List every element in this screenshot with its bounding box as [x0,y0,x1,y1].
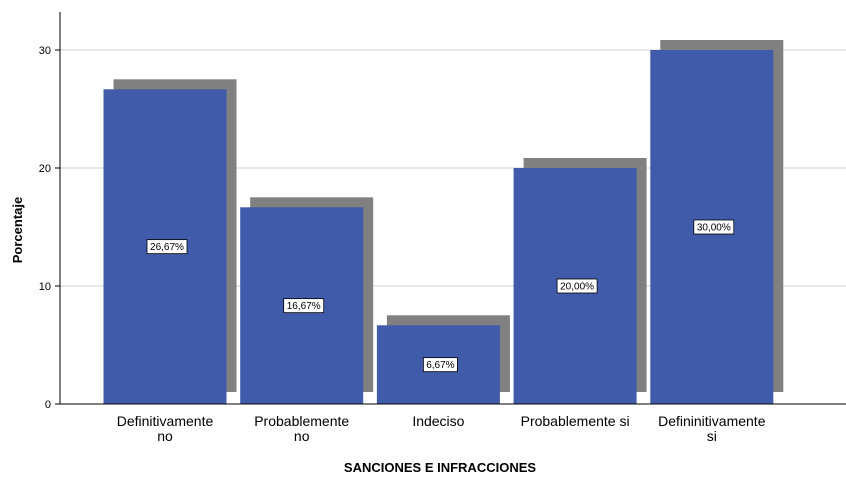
data-label: 6,67% [426,360,454,371]
data-label-box [556,278,598,294]
x-tick-label: Probablemente si [521,413,630,429]
y-tick-label: 10 [39,281,51,293]
y-axis-title: Porcentaje [10,197,25,263]
data-label-box [422,357,458,373]
y-tick-label: 0 [45,399,51,411]
y-tick-label: 20 [39,163,51,175]
data-label: 20,00% [560,282,594,293]
data-label-box [146,239,188,255]
bars: 26,67% 16,67% 6,67% 20,00% 30,00% [103,40,784,404]
x-tick-label: no [157,428,173,444]
axes [55,12,846,405]
x-tick-label: Indeciso [412,413,464,429]
data-label: 30,00% [697,223,731,234]
x-tick-label: Defininitivamente [658,413,766,429]
data-label-box [283,298,325,314]
y-tick-label: 30 [39,45,51,57]
x-tick-label: si [707,428,717,444]
x-axis-title: SANCIONES E INFRACCIONES [344,460,536,475]
data-label: 16,67% [287,301,321,312]
x-tick-label: Probablemente [254,413,349,429]
data-label-box [693,219,735,235]
y-tick-labels: 0 10 20 30 [39,45,51,411]
x-category-labels: DefinitivamentenoProbablementenoIndeciso… [117,413,766,444]
data-label: 26,67% [150,242,184,253]
x-tick-label: Definitivamente [117,413,214,429]
x-tick-label: no [294,428,310,444]
